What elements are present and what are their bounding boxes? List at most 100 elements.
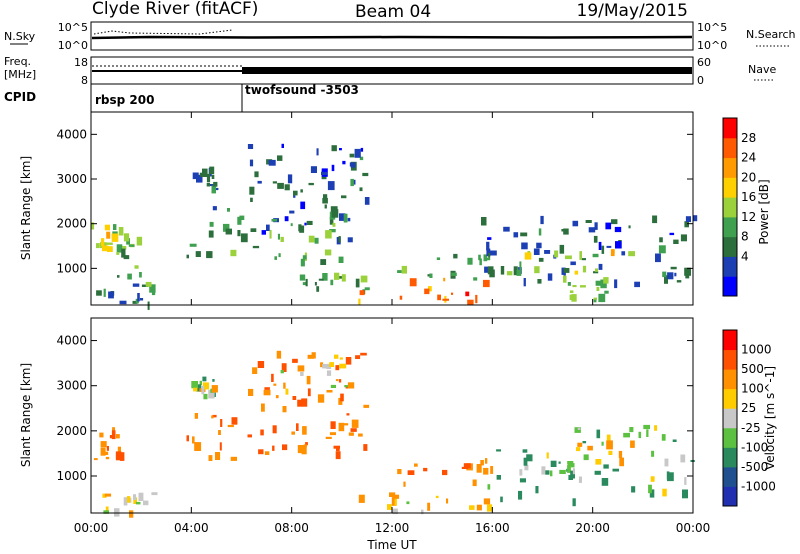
data-cell [287,174,293,184]
data-cell [605,222,612,230]
data-cell [127,496,131,503]
data-cell [123,255,130,260]
data-cell [359,187,363,192]
data-cell [209,171,212,174]
data-cell [138,492,144,501]
colorbar-tick-label: 1000 [741,343,772,357]
data-cell [670,266,677,270]
data-cell [209,221,214,227]
freq-tick-high: 18 [74,56,88,69]
x-tick-label: 00:00 [676,521,711,535]
data-cell [606,434,611,443]
data-cell [608,450,613,455]
data-cell [274,256,277,260]
data-cell [503,226,510,232]
data-cell [122,246,127,250]
data-cell [473,277,478,281]
data-cell [132,300,138,304]
y-tick-label: 2000 [56,424,87,438]
data-cell [451,292,454,295]
data-cell [594,222,598,230]
y-tick-label: 1000 [56,469,87,483]
data-cell [302,426,307,435]
data-cell [567,463,575,468]
data-cell [199,380,202,386]
data-cell [355,278,360,288]
data-cell [206,182,210,187]
data-cell [333,445,340,449]
data-cell [329,432,336,436]
data-cell [615,241,622,249]
data-cell [550,470,553,477]
data-cell [362,172,369,177]
data-cell [490,466,494,474]
data-cell [569,290,574,293]
data-cell [595,280,601,286]
data-cell [606,245,612,248]
data-cell [659,237,663,243]
x-tick-label: 00:00 [74,521,109,535]
data-cell [254,171,259,178]
data-cell [103,510,109,514]
data-cell [524,252,532,260]
data-cell [212,206,217,211]
data-cell [350,178,354,187]
data-cell [116,244,123,253]
data-cell [354,148,361,158]
data-cell [638,431,642,439]
data-cell [119,300,127,305]
data-cell [329,362,334,367]
data-cell [219,442,222,451]
data-cell [258,449,264,455]
x-tick-label: 12:00 [375,521,410,535]
data-cell [650,476,655,482]
data-cell [563,268,570,273]
data-cell [486,241,490,251]
data-cell [331,209,339,218]
colorbar-tick-label: 8 [741,230,749,244]
data-cell [484,266,491,273]
data-cell [536,242,542,249]
data-cell [397,469,402,475]
data-cell [364,287,370,291]
data-cell [272,445,275,451]
data-cell [208,184,214,187]
data-cell [323,194,328,201]
data-cell [194,442,202,451]
data-cell [277,182,284,189]
data-cell [612,468,619,472]
data-cell [674,272,677,277]
data-cell [332,222,336,227]
data-cell [261,403,265,412]
data-cell [278,253,281,258]
data-cell [322,364,329,369]
data-cell [206,251,213,259]
data-cell [467,299,474,305]
data-cell [629,427,634,433]
data-cell [338,379,342,383]
data-cell [479,258,482,266]
colorbar-swatch [723,118,737,139]
data-cell [565,255,572,260]
data-cell [522,449,528,453]
data-cell [240,233,248,243]
data-cell [651,450,655,457]
data-cell [435,495,439,499]
data-cell [569,294,573,300]
data-cell [306,375,311,385]
data-cell [658,245,666,254]
data-cell [327,181,335,191]
data-cell [186,254,189,259]
data-cell [212,183,216,187]
data-cell [427,502,431,511]
data-cell [521,242,528,250]
data-cell [237,216,242,225]
data-cell [326,370,332,376]
data-cell [301,398,308,407]
data-cell [324,204,327,209]
data-cell [389,492,396,497]
data-cell [648,484,652,494]
data-cell [202,168,208,177]
data-cell [218,430,221,435]
data-cell [513,266,518,276]
